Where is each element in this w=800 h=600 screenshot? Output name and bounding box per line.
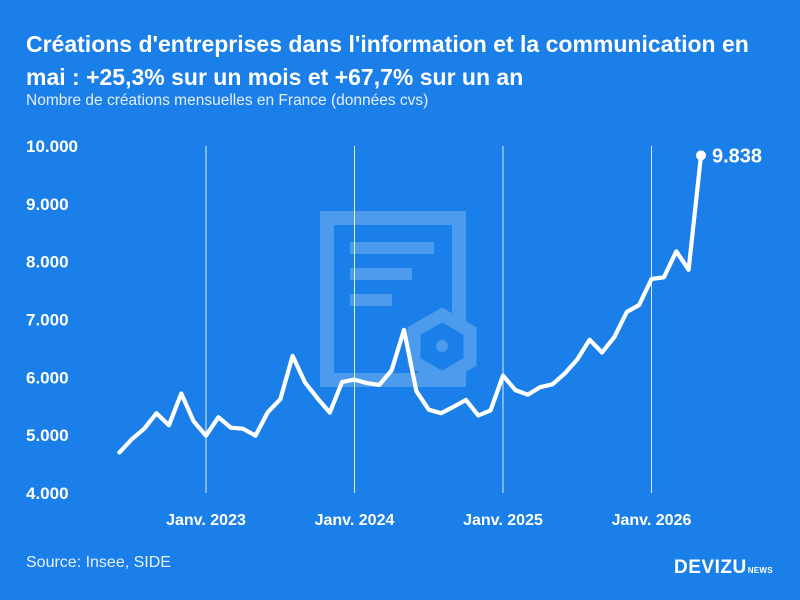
end-point-marker: [696, 150, 706, 161]
y-axis: 4.000 5.000 6.000 7.000 8.000 9.000 10.000: [26, 137, 78, 503]
y-tick-label: 5.000: [26, 426, 69, 445]
chart-title: Créations d'entreprises dans l'informati…: [26, 31, 749, 90]
logo-main: DEVIZU: [674, 557, 747, 578]
y-tick-label: 9.000: [26, 195, 69, 214]
end-value-label: 9.838: [712, 145, 762, 167]
x-tick-label: Janv. 2024: [315, 512, 395, 529]
series-line: [117, 153, 704, 455]
devizu-logo: DEVIZUNEWS: [674, 557, 773, 579]
y-tick-label: 7.000: [26, 311, 69, 330]
logo-sub: NEWS: [747, 566, 773, 575]
document-watermark-icon: [320, 211, 477, 387]
y-tick-label: 6.000: [26, 368, 69, 387]
y-tick-label: 8.000: [26, 253, 69, 272]
y-tick-label: 4.000: [26, 484, 69, 503]
x-tick-label: Janv. 2023: [166, 512, 246, 529]
x-tick-label: Janv. 2026: [612, 512, 692, 529]
x-axis: Janv. 2023 Janv. 2024 Janv. 2025 Janv. 2026: [166, 512, 691, 529]
chart-subtitle: Nombre de créations mensuelles en France…: [26, 92, 429, 109]
y-tick-label: 10.000: [26, 137, 78, 156]
x-tick-label: Janv. 2025: [463, 512, 543, 529]
source-note: Source: Insee, SIDE: [26, 554, 171, 571]
